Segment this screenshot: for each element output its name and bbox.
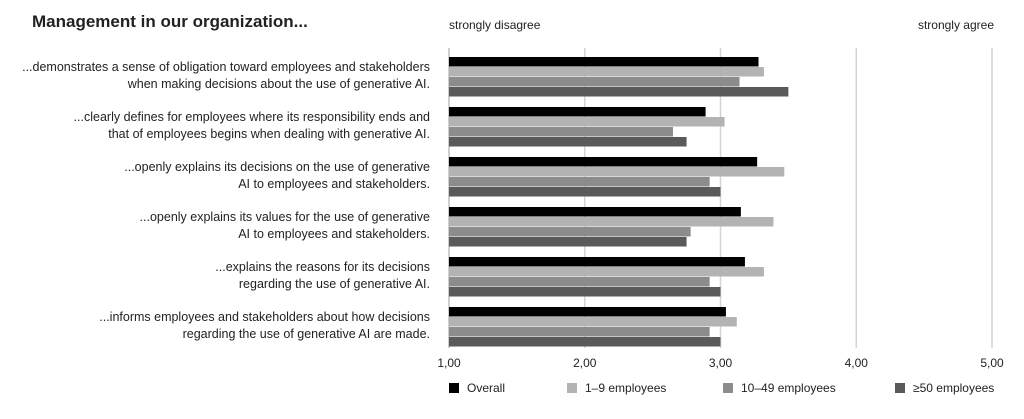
category-label-line: ...openly explains its decisions on the … xyxy=(124,160,430,174)
category-label-2: ...clearly defines for employees where i… xyxy=(10,109,430,143)
bar-6-series-4 xyxy=(449,337,721,347)
bar-5-series-2 xyxy=(449,267,764,277)
bar-2-series-2 xyxy=(449,117,725,127)
bar-3-series-1 xyxy=(449,157,758,167)
bar-4-series-4 xyxy=(449,237,687,247)
legend-item: 10–49 employees xyxy=(723,381,836,395)
bar-2-series-4 xyxy=(449,137,687,147)
bar-1-series-2 xyxy=(449,67,764,77)
category-label-line: when making decisions about the use of g… xyxy=(127,77,430,91)
legend-swatch xyxy=(449,383,459,393)
bar-3-series-4 xyxy=(449,187,721,197)
bar-6-series-1 xyxy=(449,307,726,317)
bar-1-series-4 xyxy=(449,87,789,97)
legend-label: 10–49 employees xyxy=(741,381,836,395)
bar-1-series-1 xyxy=(449,57,759,67)
bar-3-series-2 xyxy=(449,167,785,177)
category-label-line: regarding the use of generative AI. xyxy=(238,277,430,291)
category-label-6: ...informs employees and stakeholders ab… xyxy=(10,309,430,343)
category-label-line: ...informs employees and stakeholders ab… xyxy=(99,310,430,324)
bar-6-series-3 xyxy=(449,327,710,337)
bar-5-series-3 xyxy=(449,277,710,287)
legend-item: Overall xyxy=(449,381,505,395)
bar-4-series-2 xyxy=(449,217,774,227)
category-label-line: ...clearly defines for employees where i… xyxy=(73,110,430,124)
category-label-line: regarding the use of generative AI are m… xyxy=(182,327,430,341)
chart-title: Management in our organization... xyxy=(32,12,308,31)
x-tick-label: 1,00 xyxy=(437,356,461,370)
scale-label-strongly-disagree: strongly disagree xyxy=(449,18,541,32)
legend-label: Overall xyxy=(467,381,506,395)
scale-label-strongly-agree: strongly agree xyxy=(917,18,994,32)
category-label-4: ...openly explains its values for the us… xyxy=(10,209,430,243)
category-label-1: ...demonstrates a sense of obligation to… xyxy=(10,59,430,93)
legend-swatch xyxy=(723,383,733,393)
category-label-line: AI to employees and stakeholders. xyxy=(238,177,430,191)
legend-item: ≥50 employees xyxy=(895,381,994,395)
category-label-line: ...openly explains its values for the us… xyxy=(139,210,430,224)
category-label-line: ...demonstrates a sense of obligation to… xyxy=(22,60,430,74)
x-tick-label: 2,00 xyxy=(573,356,597,370)
bar-5-series-1 xyxy=(449,257,745,267)
bar-5-series-4 xyxy=(449,287,721,297)
category-label-5: ...explains the reasons for its decision… xyxy=(10,259,430,293)
chart-legend: Overall 1–9 employees 10–49 employees ≥50 e… xyxy=(449,381,1009,397)
legend-label: ≥50 employees xyxy=(913,381,995,395)
bar-2-series-3 xyxy=(449,127,673,137)
category-label-3: ...openly explains its decisions on the … xyxy=(10,159,430,193)
bar-4-series-3 xyxy=(449,227,691,237)
category-label-line: AI to employees and stakeholders. xyxy=(238,227,430,241)
category-label-line: that of employees begins when dealing wi… xyxy=(108,127,430,141)
bar-6-series-2 xyxy=(449,317,737,327)
x-tick-label: 5,00 xyxy=(980,356,1004,370)
bar-1-series-3 xyxy=(449,77,740,87)
x-tick-label: 3,00 xyxy=(708,356,733,370)
x-tick-label: 4,00 xyxy=(844,356,868,370)
legend-label: 1–9 employees xyxy=(585,381,667,395)
legend-item: 1–9 employees xyxy=(567,381,666,395)
legend-swatch xyxy=(567,383,577,393)
legend-swatch xyxy=(895,383,905,393)
bar-4-series-1 xyxy=(449,207,741,217)
category-label-line: ...explains the reasons for its decision… xyxy=(215,260,430,274)
bar-2-series-1 xyxy=(449,107,706,117)
bar-3-series-3 xyxy=(449,177,710,187)
